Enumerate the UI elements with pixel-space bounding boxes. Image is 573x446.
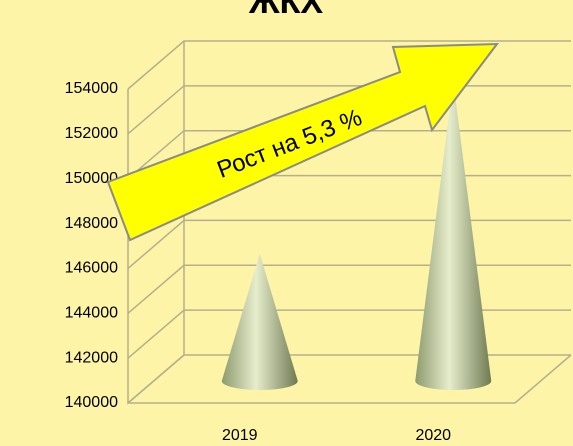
y-tick-label: 140000 <box>65 394 118 411</box>
y-tick-label: 146000 <box>65 260 118 277</box>
cone <box>221 253 298 390</box>
y-tick-label: 150000 <box>65 170 118 187</box>
y-tick-label: 152000 <box>65 125 118 142</box>
y-tick-label: 142000 <box>65 349 118 366</box>
growth-arrow <box>106 42 500 242</box>
grid-line <box>127 129 571 180</box>
x-tick-label: 2019 <box>222 427 258 444</box>
y-tick-label: 144000 <box>65 305 118 322</box>
y-tick-label: 148000 <box>65 215 118 232</box>
floor-edge <box>514 354 572 404</box>
x-tick-label: 2020 <box>415 427 451 444</box>
grid-line <box>127 40 571 90</box>
chart-title: ЖКХ <box>248 0 323 21</box>
y-tick-label: 154000 <box>65 80 118 97</box>
cone <box>415 81 492 390</box>
